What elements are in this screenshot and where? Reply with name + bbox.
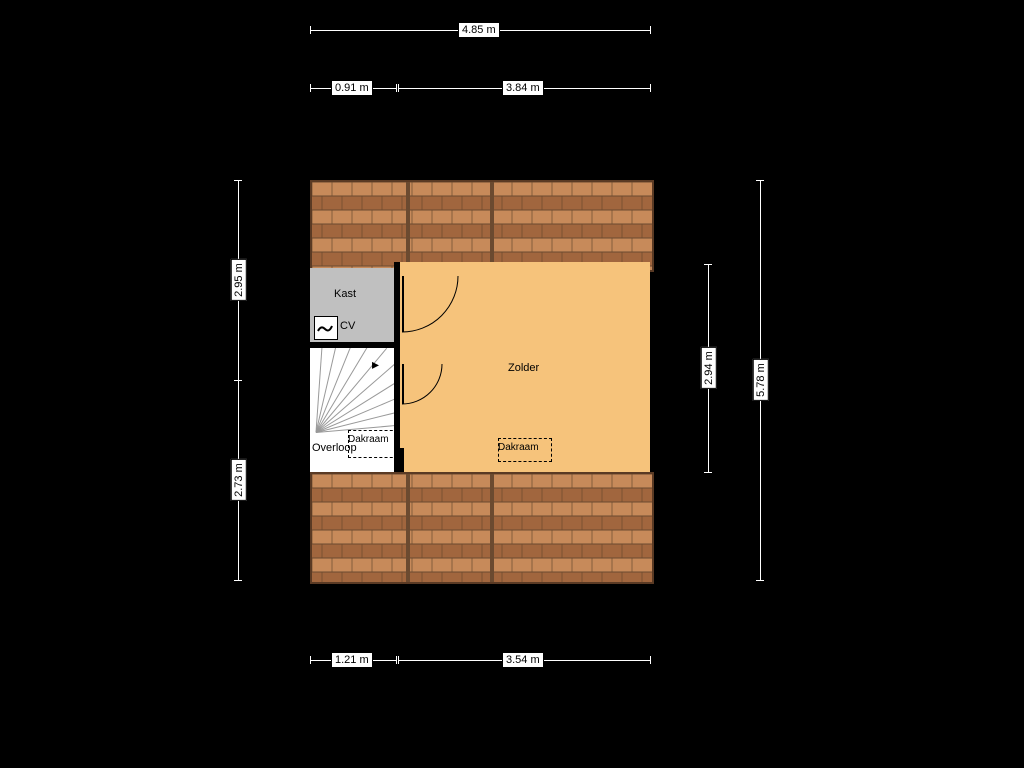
skylight-label: Dakraam — [498, 442, 539, 453]
door-swing-arc — [402, 276, 460, 334]
skylight-label: Dakraam — [348, 434, 389, 445]
roof-top-band — [310, 180, 654, 272]
room-zolder-label: Zolder — [508, 362, 539, 374]
floorplan-canvas: Zolder Kast CV ▸ Overloop DakraamDakraam… — [0, 0, 1024, 768]
door-swing-arc — [402, 364, 444, 406]
dimension-label: 0.91 m — [331, 80, 373, 96]
stairs: ▸ — [310, 348, 394, 438]
dimension-label: 1.21 m — [331, 652, 373, 668]
stairs-direction-arrow: ▸ — [372, 356, 379, 373]
dimension-label: 5.78 m — [753, 359, 769, 401]
roof-bottom-pattern — [312, 474, 652, 582]
room-kast: Kast CV — [310, 268, 394, 342]
dimension-label: 2.73 m — [231, 459, 247, 501]
roof-top-pattern — [312, 182, 652, 270]
dimension-label: 2.95 m — [231, 259, 247, 301]
floorplan: Zolder Kast CV ▸ Overloop DakraamDakraam — [310, 180, 650, 580]
room-kast-label: Kast — [334, 288, 356, 300]
roof-bottom-band — [310, 472, 654, 584]
dimension-label: 4.85 m — [458, 22, 500, 38]
dimension-label: 3.54 m — [502, 652, 544, 668]
cv-unit — [314, 316, 338, 340]
wall — [310, 342, 400, 348]
dimension-label: 3.84 m — [502, 80, 544, 96]
boiler-icon — [315, 317, 335, 337]
dimension-label: 2.94 m — [701, 347, 717, 389]
wall — [394, 262, 400, 448]
cv-label: CV — [340, 320, 355, 332]
